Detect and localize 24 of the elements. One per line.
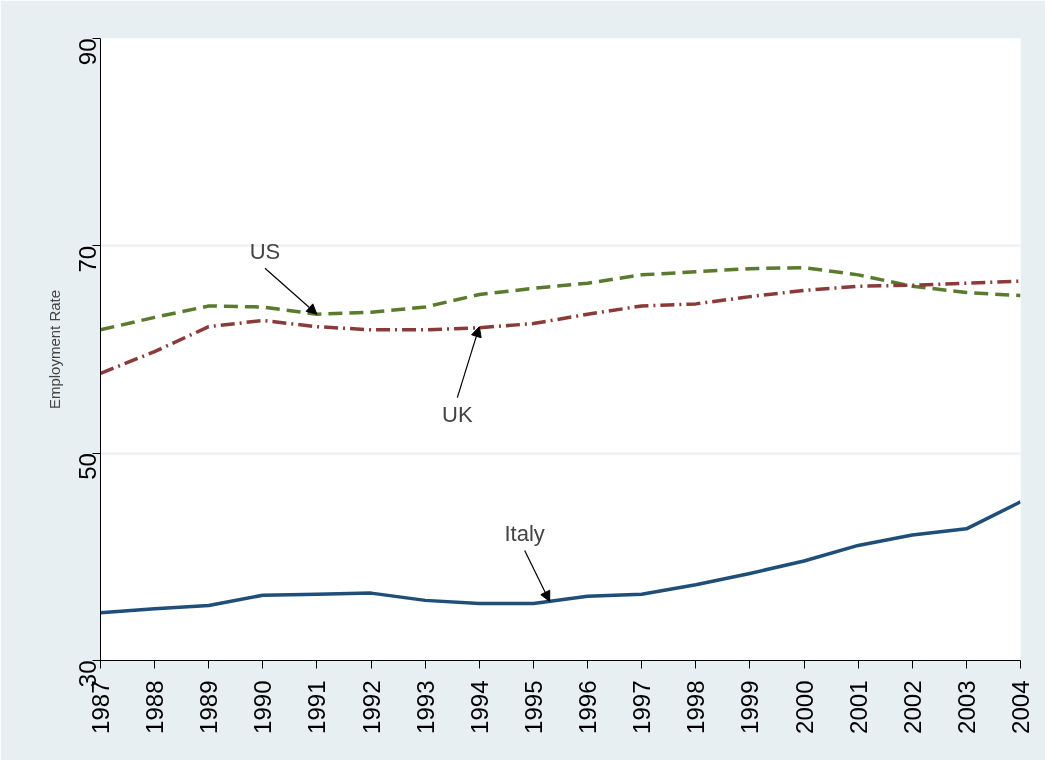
x-tick-label: 1989 xyxy=(195,680,223,734)
x-tick-label: 1994 xyxy=(465,680,493,734)
x-tick-label: 1998 xyxy=(682,680,710,734)
x-tick-label: 1993 xyxy=(411,680,439,734)
y-tick-label: 70 xyxy=(74,245,101,273)
annotation: US xyxy=(249,239,281,265)
x-tick-label: 1996 xyxy=(574,680,602,734)
x-tick-label: 2002 xyxy=(898,680,926,734)
y-tick-label: 50 xyxy=(74,453,101,480)
y-tick-label: 90 xyxy=(74,38,101,66)
x-tick-label: 1997 xyxy=(628,680,656,734)
x-tick-label: 2003 xyxy=(952,680,980,734)
x-tick-label: 1995 xyxy=(519,680,547,734)
y-axis-title: Employment Rate xyxy=(45,289,63,410)
x-tick-label: 1992 xyxy=(357,680,385,734)
x-tick-label: 1990 xyxy=(249,680,277,734)
x-tick-label: 1988 xyxy=(141,680,169,734)
annotation: UK xyxy=(442,401,473,427)
x-tick-label: 2000 xyxy=(790,680,818,734)
x-tick-label: 2004 xyxy=(1007,680,1034,734)
x-tick-label: 2001 xyxy=(844,680,872,734)
x-tick-label: 1991 xyxy=(303,680,331,734)
annotation: Italy xyxy=(504,521,545,547)
x-tick-label: 1999 xyxy=(736,680,764,734)
